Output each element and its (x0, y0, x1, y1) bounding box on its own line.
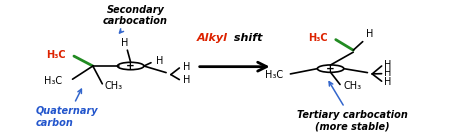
Text: H: H (384, 60, 392, 70)
Text: Secondary
carbocation: Secondary carbocation (103, 5, 168, 33)
Text: +: + (326, 64, 335, 74)
Text: Alkyl: Alkyl (197, 33, 228, 43)
Text: +: + (126, 61, 135, 71)
Text: CH₃: CH₃ (344, 82, 362, 92)
Text: H: H (182, 75, 190, 85)
Text: H: H (182, 62, 190, 72)
Text: H₃C: H₃C (46, 50, 65, 60)
Text: H: H (384, 68, 392, 78)
Text: Quaternary
carbon: Quaternary carbon (36, 89, 99, 128)
Text: H: H (366, 29, 374, 39)
Text: H₃C: H₃C (265, 70, 283, 80)
Text: shift: shift (230, 33, 263, 43)
Text: H: H (121, 38, 128, 48)
Text: Tertiary carbocation
(more stable): Tertiary carbocation (more stable) (297, 82, 408, 132)
Text: H₃C: H₃C (44, 75, 62, 85)
Text: CH₃: CH₃ (105, 82, 123, 92)
Text: H₃C: H₃C (308, 33, 327, 43)
Text: H: H (156, 56, 163, 66)
Text: H: H (384, 77, 392, 87)
